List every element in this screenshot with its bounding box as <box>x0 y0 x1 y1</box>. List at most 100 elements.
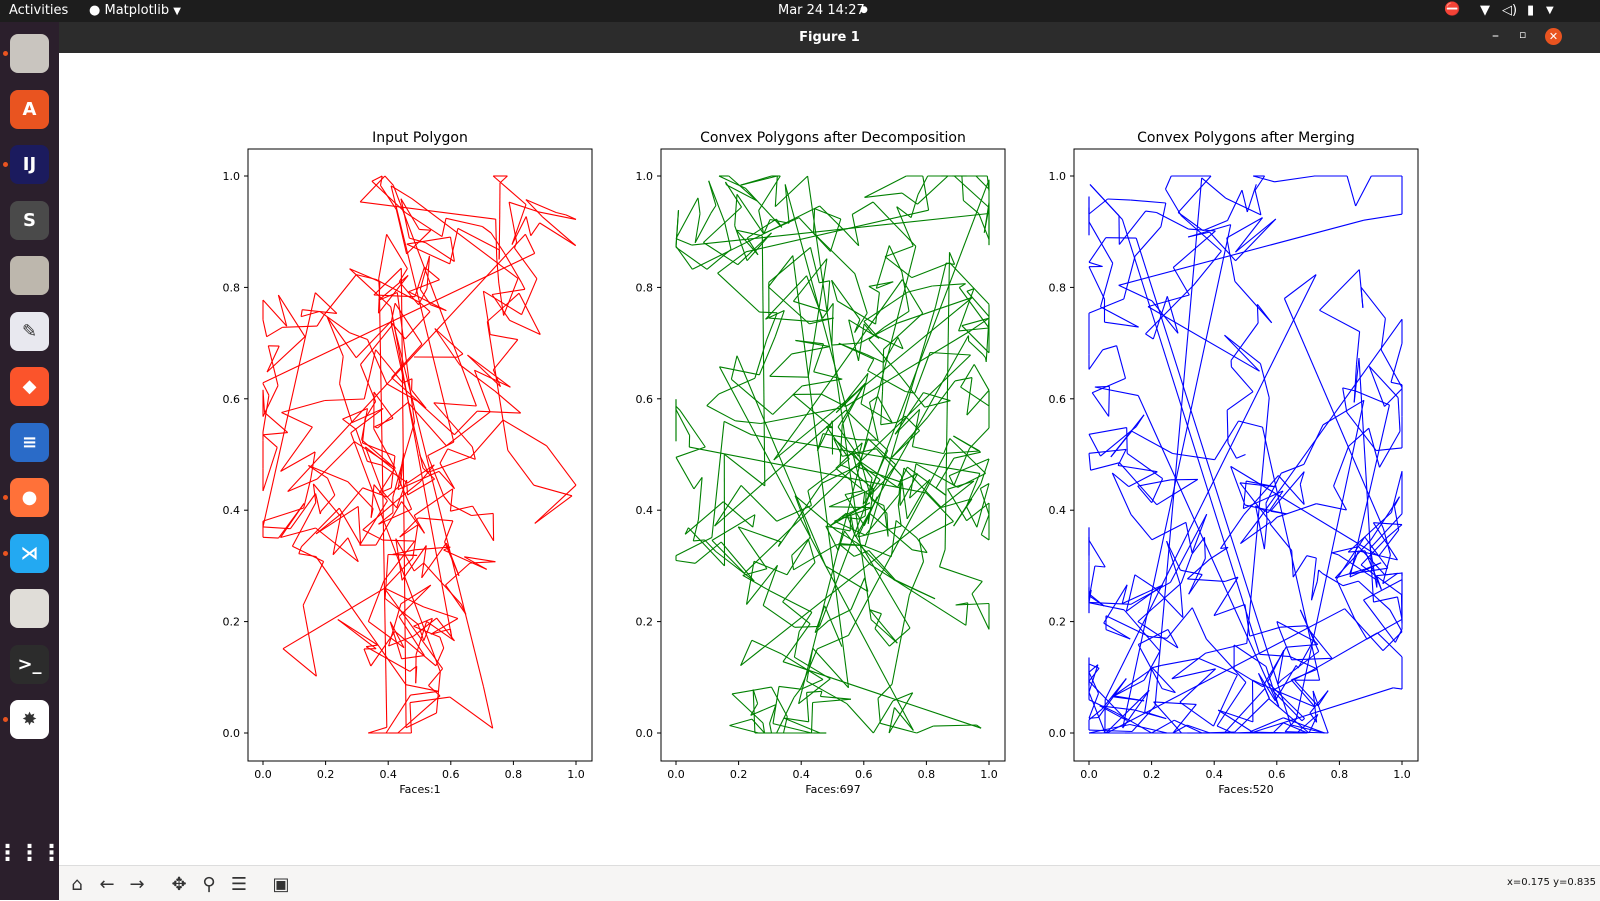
polygon-edge <box>419 229 431 230</box>
running-indicator <box>3 717 8 722</box>
store-icon[interactable]: A <box>10 90 49 129</box>
polygon-edge <box>783 563 815 602</box>
polygon-edge <box>916 464 958 488</box>
polygon-edge <box>718 273 760 312</box>
brave-icon[interactable]: ◆ <box>10 367 49 406</box>
firefox-icon[interactable]: ● <box>10 478 49 517</box>
polygon-edge <box>282 401 325 413</box>
polygon-edge <box>1089 267 1105 299</box>
pan-icon[interactable]: ✥ <box>167 872 191 896</box>
do-not-disturb-icon[interactable]: ⛔ <box>1444 2 1460 17</box>
app-grid-icon[interactable]: ⋮⋮⋮ <box>10 834 49 873</box>
zoom-icon[interactable]: ⚲ <box>197 872 221 896</box>
app-menu-label: Matplotlib <box>104 3 169 18</box>
vscode-icon[interactable]: ⋊ <box>10 534 49 573</box>
close-icon[interactable]: ✕ <box>1545 28 1562 45</box>
intellij-icon[interactable]: IJ <box>10 145 49 184</box>
polygon-edge <box>1263 427 1320 680</box>
terminal-icon[interactable]: >_ <box>10 645 49 684</box>
save-icon[interactable]: ▣ <box>269 872 293 896</box>
archive-icon[interactable] <box>10 256 49 295</box>
home-icon[interactable]: ⌂ <box>65 872 89 896</box>
configure-icon[interactable]: ☰ <box>227 872 251 896</box>
polygon-edge <box>802 379 842 386</box>
polygon-edge <box>1270 517 1277 524</box>
polygon-edge <box>1354 618 1367 639</box>
polygon-edge <box>1242 190 1247 212</box>
polygon-edge <box>865 492 866 516</box>
polygon-edge <box>1323 400 1364 425</box>
app-menu[interactable]: ● Matplotlib ▼ <box>89 3 181 18</box>
clock[interactable]: Mar 24 14:27 <box>778 3 865 18</box>
minimize-icon[interactable]: – <box>1492 28 1499 44</box>
polygon-edge <box>317 442 354 479</box>
polygon-edge <box>770 723 772 733</box>
polygon-edge <box>401 585 431 604</box>
y-tick-label: 0.4 <box>636 504 654 517</box>
window-title: Figure 1 <box>59 30 1600 45</box>
activities-button[interactable]: Activities <box>9 3 68 18</box>
polygon-edge <box>1136 415 1144 427</box>
polygon-edge <box>1101 263 1113 307</box>
polygon-edge <box>429 669 443 686</box>
text-editor-icon[interactable]: ✎ <box>10 312 49 351</box>
polygon-edge <box>852 202 873 214</box>
back-icon[interactable]: ← <box>95 872 119 896</box>
polygon-edge <box>707 394 719 406</box>
system-menu-chevron-icon[interactable]: ▼ <box>1546 5 1554 16</box>
polygon-edge <box>703 207 741 242</box>
polygon-edge <box>1241 521 1258 544</box>
polygon-edge <box>1345 609 1383 651</box>
x-tick-label: 0.2 <box>317 768 335 781</box>
y-tick-label: 1.0 <box>223 170 241 183</box>
polygon-edge <box>1284 275 1316 299</box>
polygon-edge <box>1180 702 1214 726</box>
polygon-edge <box>540 223 576 246</box>
polygon-edge <box>930 353 971 356</box>
writer-icon[interactable]: ≡ <box>10 423 49 462</box>
battery-icon[interactable]: ▮ <box>1527 3 1534 18</box>
polygon-edge <box>881 392 883 425</box>
x-tick-label: 1.0 <box>567 768 585 781</box>
y-tick-label: 0.0 <box>636 727 654 740</box>
polygon-edge <box>1231 466 1379 556</box>
polygon-edge <box>1343 581 1358 586</box>
polygon-edge <box>698 198 700 214</box>
polygon-edge <box>1227 238 1235 282</box>
volume-icon[interactable]: ◁) <box>1502 3 1517 18</box>
polygon-edge <box>676 210 679 246</box>
polygon-edge <box>458 228 500 250</box>
reader-icon[interactable] <box>10 589 49 628</box>
polygon-edge <box>482 227 491 234</box>
polygon-edge <box>440 637 444 648</box>
polygon-edge <box>1347 412 1376 450</box>
polygon-edge <box>878 698 880 723</box>
polygon-edge <box>1189 575 1203 595</box>
polygon-edge <box>1089 238 1106 263</box>
polygon-edge <box>919 539 923 561</box>
folder-icon[interactable] <box>10 34 49 73</box>
polygon-edge <box>405 312 430 339</box>
notification-dot-icon: ● <box>860 5 868 15</box>
forward-icon[interactable]: → <box>125 872 149 896</box>
x-tick-label: 0.2 <box>730 768 748 781</box>
polygon-edge <box>1231 367 1253 392</box>
polygon-edge <box>1173 267 1189 295</box>
maximize-icon[interactable]: ▫ <box>1519 28 1526 41</box>
polygon-edge <box>774 297 973 460</box>
x-tick-label: 0.8 <box>918 768 936 781</box>
polygon-edge <box>1106 630 1130 639</box>
polygon-edge <box>504 252 522 282</box>
polygon-edge <box>698 477 702 520</box>
matplotlib-icon[interactable]: ✸ <box>10 700 49 739</box>
wifi-icon[interactable]: ▼ <box>1480 3 1490 18</box>
sublime-icon[interactable]: S <box>10 201 49 240</box>
polygon-edge <box>1090 185 1119 216</box>
polygon-edge <box>837 301 875 324</box>
y-tick-label: 0.6 <box>636 393 654 406</box>
polygon-edge <box>1152 665 1162 668</box>
polygon-edge <box>321 495 335 511</box>
polygon-edge <box>793 259 827 302</box>
x-tick-label: 0.4 <box>379 768 397 781</box>
